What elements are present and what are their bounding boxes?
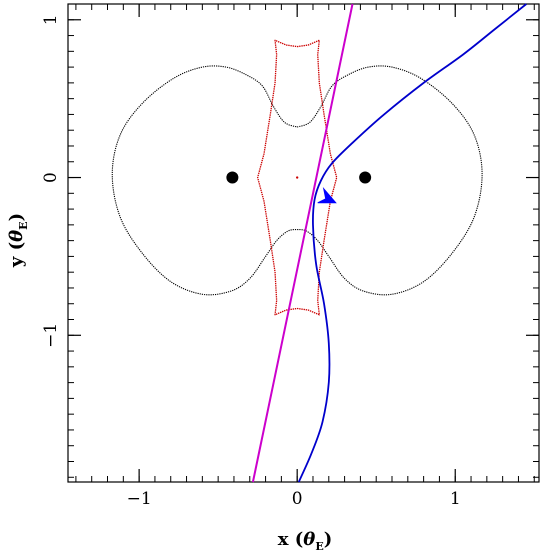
y-axis-label-subscript: E <box>17 221 30 229</box>
lens-point <box>226 171 239 184</box>
x-axis-label-main: x <box>278 529 289 550</box>
y-axis-label: y (θE) <box>6 213 30 268</box>
x-axis-label-subscript: E <box>315 540 323 553</box>
caustic-center-dot <box>295 176 299 179</box>
plot-area <box>67 3 540 483</box>
major-ticks <box>68 4 539 482</box>
x-tick-label: 1 <box>450 489 461 509</box>
x-axis-label: x (θE) <box>278 529 332 553</box>
critical-curve-line <box>111 65 483 296</box>
source-trajectory-straight-line <box>251 3 354 483</box>
direction-arrowhead <box>317 186 337 204</box>
y-tick-label: −1 <box>41 323 61 348</box>
plot-frame <box>67 3 540 483</box>
caustic-line <box>257 39 338 316</box>
source-trajectory-curved-line <box>297 3 527 483</box>
curves <box>111 3 527 483</box>
y-axis-label-main: y <box>6 256 27 268</box>
arrow-marker <box>317 186 337 204</box>
lens-point <box>359 171 372 184</box>
x-tick-labels: −1 0 1 <box>127 489 461 509</box>
y-tick-labels: −1 0 1 <box>41 14 61 347</box>
y-axis-label-theta: θ <box>6 230 27 242</box>
x-axis-label-theta: θ <box>303 529 315 550</box>
x-tick-label: 0 <box>292 489 303 509</box>
y-tick-label: 1 <box>41 14 61 25</box>
y-tick-label: 0 <box>41 172 61 183</box>
lens-markers <box>226 171 372 184</box>
x-tick-label: −1 <box>127 489 152 509</box>
